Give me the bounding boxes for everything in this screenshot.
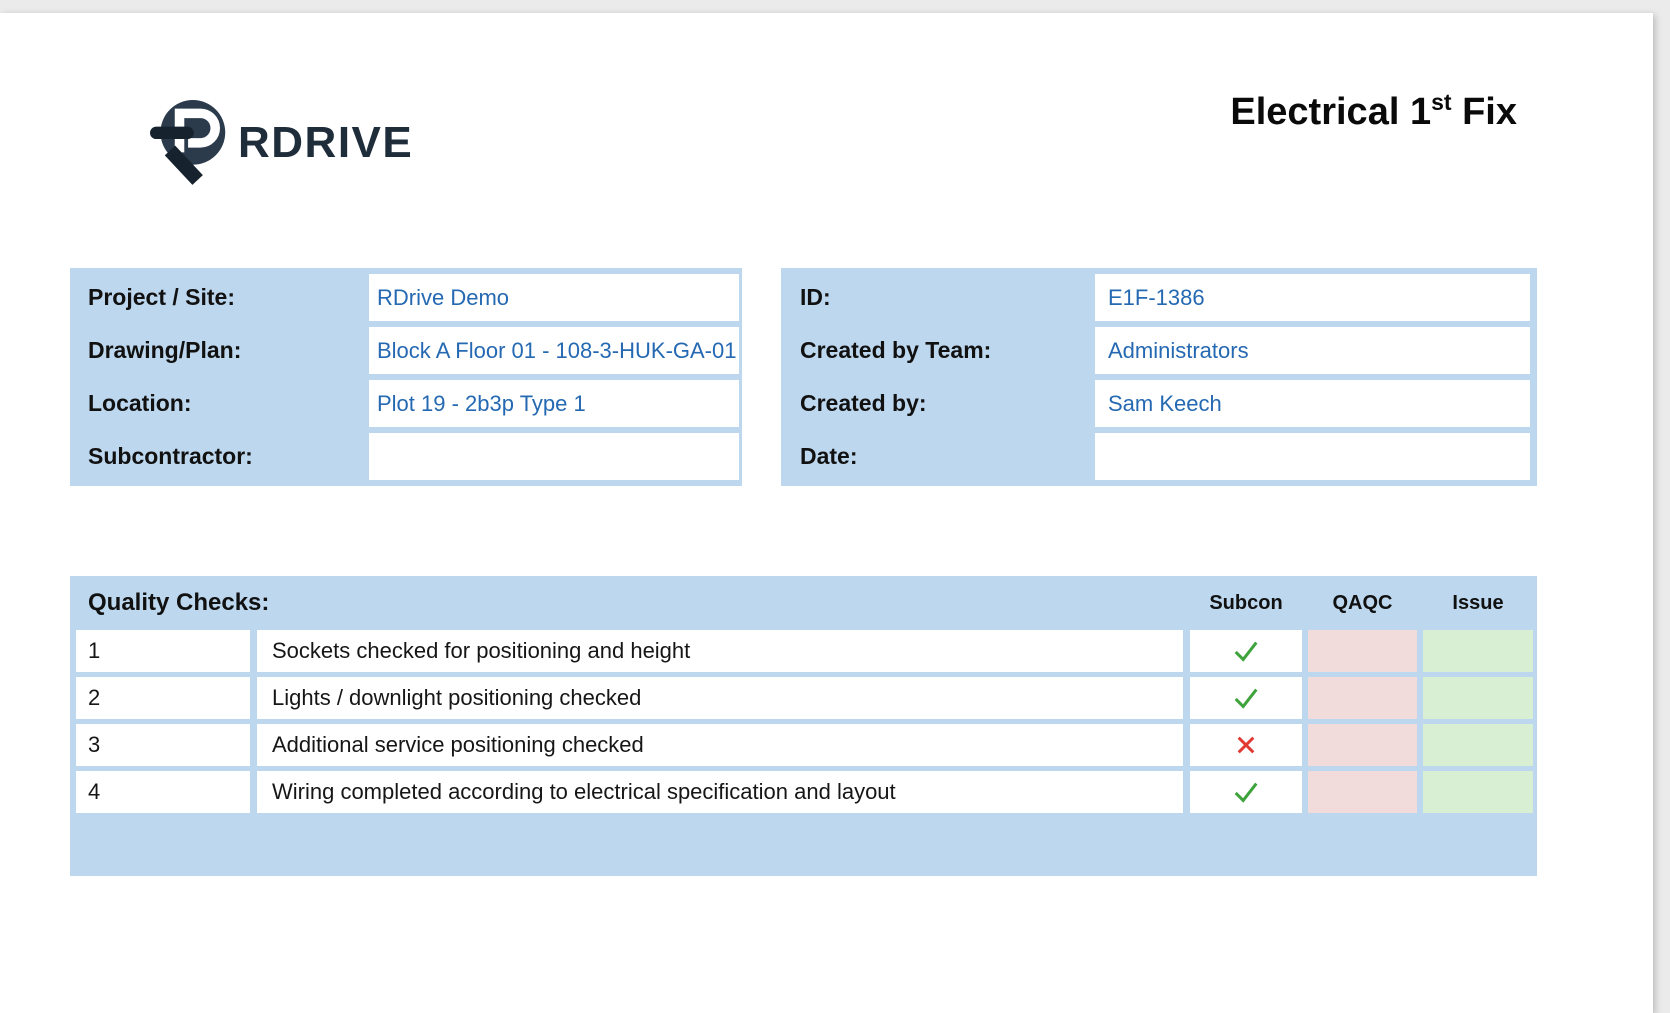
rdrive-logo: RDRIVE (150, 93, 413, 187)
drawing-plan-label: Drawing/Plan: (88, 337, 242, 363)
created-by-field[interactable]: Sam Keech (1095, 380, 1530, 427)
column-header-issue: Issue (1452, 591, 1504, 614)
column-header-qaqc: QAQC (1332, 591, 1393, 614)
qc-subcon-cell[interactable] (1190, 677, 1302, 719)
created-by-team-label: Created by Team: (800, 337, 992, 363)
created-by-team-field[interactable]: Administrators (1095, 327, 1530, 374)
page-title-tail: Fix (1451, 91, 1517, 133)
qc-row-3: 3 Additional service positioning checked (76, 724, 1533, 766)
project-site-field[interactable]: RDrive Demo (369, 274, 739, 321)
location-label: Location: (88, 390, 192, 416)
qc-qaqc-cell[interactable] (1308, 677, 1417, 719)
created-by-team-value: Administrators (1108, 337, 1249, 363)
qc-row-4: 4 Wiring completed according to electric… (76, 771, 1533, 813)
check-icon (1234, 688, 1258, 709)
qc-row-description: Wiring completed according to electrical… (257, 771, 1183, 813)
location-value: Plot 19 - 2b3p Type 1 (377, 390, 586, 416)
column-header-subcon: Subcon (1209, 591, 1283, 614)
qc-issue-cell[interactable] (1423, 771, 1533, 813)
cell-gap (250, 630, 257, 672)
quality-checks-table: Quality Checks: Subcon QAQC Issue 1 Sock… (70, 576, 1537, 876)
cell-gap (250, 677, 257, 719)
rdrive-logo-icon (150, 100, 226, 185)
qc-row-number: 2 (76, 677, 250, 719)
check-icon (1234, 641, 1258, 662)
cross-icon (1237, 736, 1255, 754)
page-title-main: Electrical 1 (1230, 91, 1432, 133)
qc-subcon-cell[interactable] (1190, 771, 1302, 813)
id-field[interactable]: E1F-1386 (1095, 274, 1530, 321)
location-field[interactable]: Plot 19 - 2b3p Type 1 (369, 380, 739, 427)
page-title: Electrical 1st Fix (1230, 89, 1517, 134)
qc-row-description: Additional service positioning checked (257, 724, 1183, 766)
project-site-label: Project / Site: (88, 284, 235, 310)
drawing-plan-value: Block A Floor 01 - 108-3-HUK-GA-01 (377, 337, 737, 363)
id-value: E1F-1386 (1108, 284, 1205, 310)
qc-issue-cell[interactable] (1423, 724, 1533, 766)
cell-gap (1183, 630, 1190, 672)
created-by-value: Sam Keech (1108, 390, 1222, 416)
qc-row-description: Sockets checked for positioning and heig… (257, 630, 1183, 672)
rdrive-logo-text: RDRIVE (238, 118, 414, 167)
qc-qaqc-cell[interactable] (1308, 771, 1417, 813)
qc-subcon-cell[interactable] (1190, 630, 1302, 672)
date-field[interactable] (1095, 433, 1530, 480)
qc-subcon-cell[interactable] (1190, 724, 1302, 766)
qc-row-description: Lights / downlight positioning checked (257, 677, 1183, 719)
project-info-table-left: Project / Site: RDrive Demo Drawing/Plan… (70, 268, 742, 486)
check-icon (1234, 782, 1258, 803)
qc-qaqc-cell[interactable] (1308, 630, 1417, 672)
qc-row-number: 3 (76, 724, 250, 766)
created-by-label: Created by: (800, 390, 927, 416)
cell-gap (1183, 724, 1190, 766)
quality-checks-header: Quality Checks: Subcon QAQC Issue (76, 576, 1533, 630)
page-title-superscript: st (1431, 89, 1452, 115)
subcontractor-label: Subcontractor: (88, 443, 253, 469)
date-label: Date: (800, 443, 858, 469)
id-label: ID: (800, 284, 831, 310)
qc-row-1: 1 Sockets checked for positioning and he… (76, 630, 1533, 672)
drawing-plan-field[interactable]: Block A Floor 01 - 108-3-HUK-GA-01 (369, 327, 739, 374)
project-site-value: RDrive Demo (377, 284, 510, 310)
cell-gap (250, 724, 257, 766)
document-page: RDRIVE Electrical 1st Fix Project / Site… (0, 13, 1653, 1013)
cell-gap (1183, 677, 1190, 719)
qc-row-number: 1 (76, 630, 250, 672)
quality-checks-title: Quality Checks: (88, 589, 270, 616)
qc-row-2: 2 Lights / downlight positioning checked (76, 677, 1533, 719)
project-info-table-right: ID: E1F-1386 Created by Team: Administra… (781, 268, 1537, 486)
qc-qaqc-cell[interactable] (1308, 724, 1417, 766)
qc-issue-cell[interactable] (1423, 677, 1533, 719)
subcontractor-field[interactable] (369, 433, 739, 480)
qc-row-number: 4 (76, 771, 250, 813)
qc-issue-cell[interactable] (1423, 630, 1533, 672)
